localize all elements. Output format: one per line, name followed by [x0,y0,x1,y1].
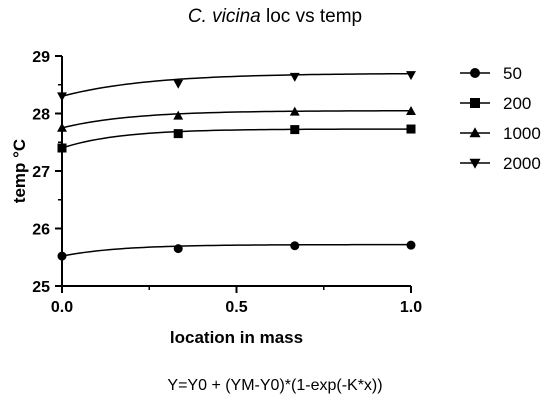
legend-marker-200 [470,98,480,108]
chart-title-rest: loc vs temp [260,6,363,27]
x-tick-label: 0.0 [51,299,73,316]
legend-label-50: 50 [503,64,522,83]
data-point-2000 [289,72,300,82]
data-point-2000 [173,79,184,89]
data-point-1000 [57,122,67,132]
chart-title-species: C. vicina [187,6,261,27]
y-axis-label: temp °C [10,139,29,203]
fit-curve-200 [61,128,412,149]
legend-label-1000: 1000 [503,124,541,143]
legend-label-200: 200 [503,94,531,113]
data-point-200 [173,129,183,139]
legend-marker-1000 [469,127,481,138]
y-tick-label: 29 [32,49,50,66]
data-point-200 [406,124,416,134]
fit-curve-50 [61,243,411,257]
fit-curve-1000 [61,109,412,129]
data-point-1000 [406,106,416,116]
data-point-2000 [406,71,416,81]
data-point-200 [57,143,67,153]
x-axis-label: location in mass [170,328,303,347]
legend-label-2000: 2000 [503,154,541,173]
legend-marker-50 [470,68,480,78]
legend-marker-2000 [469,158,481,169]
fit-equation: Y=Y0 + (YM-Y0)*(1-exp(-K*x)) [167,377,383,394]
y-tick-label: 25 [32,279,50,296]
y-tick-label: 27 [32,164,50,181]
x-tick-label: 1.0 [400,299,422,316]
y-tick-label: 26 [32,222,50,239]
data-point-50 [57,251,67,261]
data-point-2000 [57,92,67,102]
data-point-1000 [173,110,184,120]
fit-curve-2000 [61,72,412,97]
chart-title: C. vicina loc vs temp [0,6,550,28]
data-point-1000 [289,106,300,116]
x-tick-label: 0.5 [225,299,247,316]
data-point-50 [290,241,300,251]
data-point-200 [290,125,300,135]
y-tick-label: 28 [32,107,50,124]
data-point-50 [406,240,416,250]
data-point-50 [173,244,183,254]
